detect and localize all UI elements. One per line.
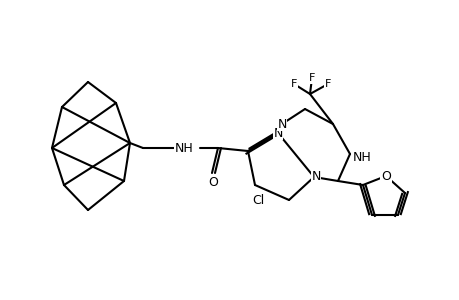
Text: Cl: Cl (252, 194, 263, 206)
Text: N: N (277, 118, 286, 130)
Text: O: O (380, 169, 390, 182)
Text: F: F (290, 79, 297, 89)
Text: F: F (324, 79, 330, 89)
Text: NH: NH (174, 142, 193, 154)
Text: N: N (311, 170, 320, 184)
Text: F: F (308, 73, 314, 83)
Text: O: O (207, 176, 218, 190)
Text: N: N (273, 127, 282, 140)
Text: NH: NH (352, 151, 371, 164)
